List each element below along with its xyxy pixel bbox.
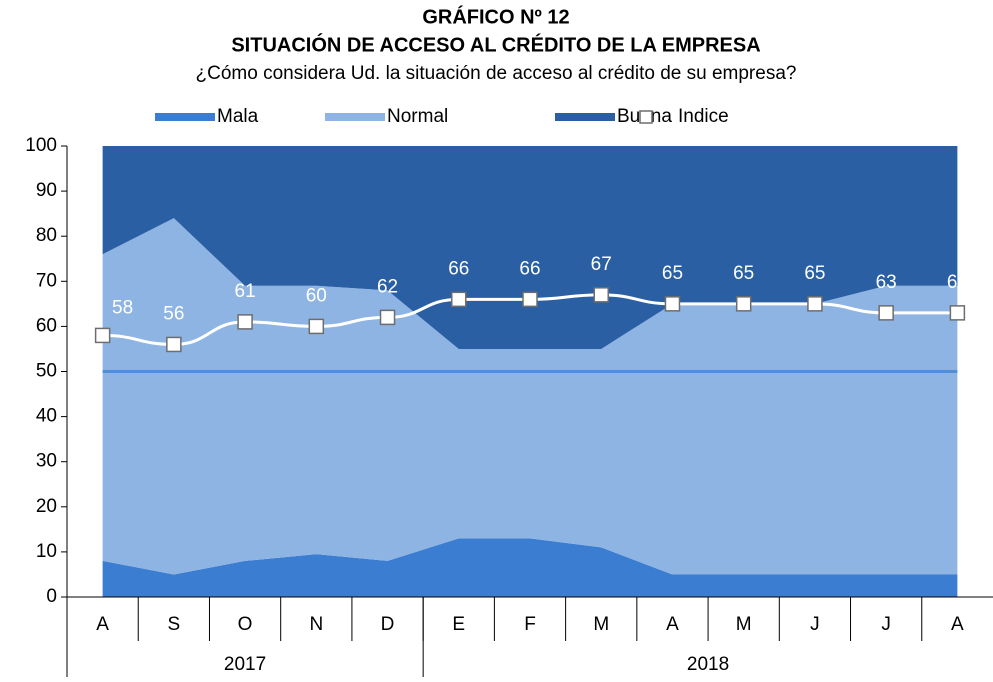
data-label: 63 xyxy=(947,272,968,293)
index-marker xyxy=(94,327,111,344)
legend-label: Indice xyxy=(678,106,729,127)
data-label: 56 xyxy=(163,303,184,324)
legend-swatch xyxy=(555,113,615,121)
legend-label: Normal xyxy=(387,106,448,127)
y-tick-label: 40 xyxy=(36,406,57,427)
index-marker xyxy=(379,309,396,326)
index-marker xyxy=(166,336,182,353)
x-tick-label: A xyxy=(951,614,964,635)
data-label: 66 xyxy=(448,258,469,279)
chart-title: GRÁFICO Nº 12 xyxy=(422,5,569,28)
y-tick-label: 70 xyxy=(36,270,57,291)
data-label: 63 xyxy=(876,272,897,293)
data-label: 65 xyxy=(804,263,825,284)
data-label: 60 xyxy=(306,285,327,306)
index-marker xyxy=(878,305,894,321)
x-group-label: 2017 xyxy=(224,654,266,675)
y-tick-label: 80 xyxy=(36,225,57,246)
chart-title: SITUACIÓN DE ACCESO AL CRÉDITO DE LA EMP… xyxy=(231,32,760,56)
x-group-label: 2018 xyxy=(687,654,729,675)
data-label: 67 xyxy=(591,254,612,275)
data-label: 58 xyxy=(112,297,133,318)
data-label: 61 xyxy=(235,281,256,302)
y-tick-label: 50 xyxy=(36,361,57,382)
y-tick-label: 20 xyxy=(36,496,57,517)
x-tick-label: E xyxy=(452,614,465,635)
data-label: 66 xyxy=(519,258,540,279)
y-tick-label: 100 xyxy=(25,135,57,156)
index-marker xyxy=(237,314,253,330)
legend-swatch xyxy=(639,110,653,124)
chart-subtitle: ¿Cómo considera Ud. la situación de acce… xyxy=(196,63,797,84)
index-marker xyxy=(735,296,752,312)
x-tick-label: M xyxy=(736,614,752,635)
area xyxy=(102,538,958,597)
x-tick-label: A xyxy=(666,614,679,635)
x-tick-label: A xyxy=(96,614,109,635)
x-tick-label: N xyxy=(309,614,323,635)
data-label: 65 xyxy=(733,263,754,284)
index-marker xyxy=(807,296,823,312)
legend-label: Mala xyxy=(217,106,259,127)
x-tick-label: M xyxy=(593,614,609,635)
x-tick-label: O xyxy=(238,614,253,635)
index-marker xyxy=(949,305,966,321)
data-label: 62 xyxy=(377,276,398,297)
y-tick-label: 60 xyxy=(36,315,57,336)
x-tick-label: J xyxy=(881,614,891,635)
x-tick-label: F xyxy=(524,614,536,635)
x-tick-label: D xyxy=(381,614,395,635)
y-tick-label: 10 xyxy=(36,541,57,562)
index-marker xyxy=(593,287,609,303)
legend-swatch xyxy=(155,113,215,121)
legend-swatch xyxy=(325,113,385,121)
index-marker xyxy=(308,318,325,335)
x-tick-label: S xyxy=(168,614,181,635)
index-marker xyxy=(522,291,538,308)
index-marker xyxy=(664,296,681,312)
index-marker xyxy=(451,291,467,308)
y-tick-label: 0 xyxy=(46,586,57,607)
data-label: 65 xyxy=(662,263,683,284)
y-tick-label: 30 xyxy=(36,451,57,472)
y-tick-label: 90 xyxy=(36,180,57,201)
x-tick-label: J xyxy=(810,614,820,635)
